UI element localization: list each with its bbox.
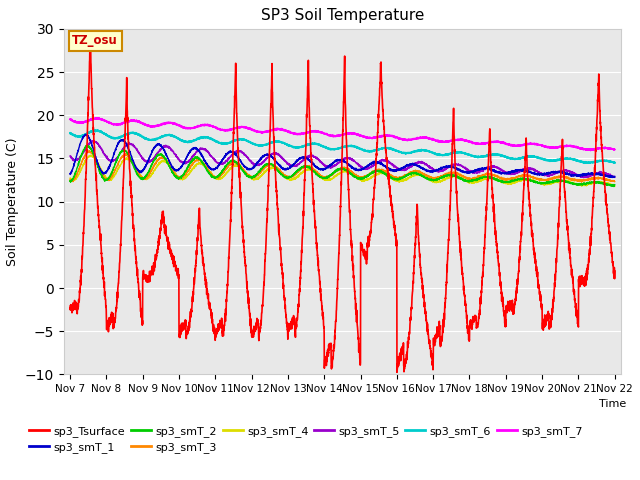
sp3_smT_3 [607,179,614,184]
sp3_smT_4 [87,152,95,158]
sp3_smT_2 [83,143,91,148]
sp3_smT_5 [611,174,619,180]
sp3_smT_4 [66,175,74,181]
sp3_smT_5 [66,153,74,159]
sp3_smT_1 [66,171,74,177]
sp3_smT_3 [578,179,586,185]
sp3_smT_6 [374,146,382,152]
sp3_smT_3 [374,167,382,172]
sp3_smT_6 [94,127,102,133]
sp3_Tsurface [611,268,619,274]
sp3_smT_1 [611,174,619,180]
sp3_smT_7 [66,117,74,122]
sp3_smT_2 [610,184,618,190]
sp3_smT_5 [329,164,337,169]
sp3_Tsurface [86,32,94,37]
sp3_Tsurface [66,305,74,311]
Title: SP3 Soil Temperature: SP3 Soil Temperature [260,9,424,24]
sp3_smT_7 [329,132,337,138]
sp3_smT_6 [314,141,321,147]
sp3_smT_3 [329,172,337,178]
sp3_smT_3 [496,175,504,181]
sp3_smT_7 [607,145,614,151]
sp3_smT_7 [374,134,382,140]
sp3_smT_2 [329,170,337,176]
sp3_smT_4 [496,178,504,183]
sp3_smT_2 [66,178,74,184]
sp3_smT_4 [607,181,614,187]
Y-axis label: Soil Temperature (C): Soil Temperature (C) [6,137,19,266]
sp3_smT_3 [85,148,93,154]
sp3_smT_7 [92,115,100,121]
sp3_smT_2 [611,182,619,188]
sp3_smT_4 [610,183,618,189]
sp3_Tsurface [329,355,337,360]
sp3_smT_2 [496,178,504,184]
sp3_smT_3 [302,164,310,169]
sp3_smT_6 [496,152,504,157]
sp3_smT_5 [314,156,321,162]
sp3_Tsurface [374,111,382,117]
Line: sp3_Tsurface: sp3_Tsurface [70,35,615,372]
sp3_smT_5 [374,160,382,166]
sp3_smT_3 [314,169,321,175]
Line: sp3_smT_3: sp3_smT_3 [70,151,615,182]
sp3_smT_4 [314,171,321,177]
sp3_smT_7 [496,140,504,145]
sp3_Tsurface [302,147,310,153]
sp3_smT_1 [609,175,616,180]
sp3_smT_6 [581,160,589,166]
Text: TZ_osu: TZ_osu [72,35,118,48]
sp3_smT_4 [374,170,382,176]
Line: sp3_smT_1: sp3_smT_1 [70,134,615,178]
sp3_smT_1 [329,160,337,166]
sp3_smT_4 [329,175,337,181]
sp3_smT_1 [607,173,614,179]
sp3_smT_1 [82,132,90,137]
sp3_smT_1 [496,169,504,175]
sp3_Tsurface [393,370,401,375]
sp3_smT_2 [374,168,382,174]
sp3_smT_7 [302,130,310,136]
sp3_smT_6 [302,143,310,148]
sp3_smT_7 [587,147,595,153]
sp3_Tsurface [314,257,321,263]
Line: sp3_smT_2: sp3_smT_2 [70,145,615,187]
sp3_smT_5 [302,156,310,161]
Text: Time: Time [599,398,627,408]
sp3_smT_4 [302,167,310,172]
sp3_smT_4 [611,183,619,189]
sp3_smT_6 [611,160,619,166]
Line: sp3_smT_4: sp3_smT_4 [70,155,615,186]
Line: sp3_smT_7: sp3_smT_7 [70,118,615,150]
sp3_smT_7 [314,129,321,134]
sp3_smT_1 [374,160,382,166]
sp3_smT_2 [607,182,614,188]
sp3_smT_7 [611,147,619,153]
sp3_smT_3 [611,179,619,184]
Line: sp3_smT_5: sp3_smT_5 [70,141,615,178]
sp3_smT_6 [607,158,614,164]
Legend: sp3_Tsurface, sp3_smT_1, sp3_smT_2, sp3_smT_3, sp3_smT_4, sp3_smT_5, sp3_smT_6, : sp3_Tsurface, sp3_smT_1, sp3_smT_2, sp3_… [25,421,588,458]
sp3_smT_1 [302,156,310,161]
sp3_smT_6 [66,131,74,136]
sp3_smT_5 [90,138,97,144]
sp3_smT_1 [314,165,321,171]
sp3_Tsurface [496,277,504,283]
sp3_smT_2 [302,163,310,169]
sp3_smT_5 [496,167,504,173]
sp3_smT_5 [607,172,614,178]
sp3_Tsurface [607,240,614,246]
sp3_smT_2 [314,171,321,177]
Line: sp3_smT_6: sp3_smT_6 [70,130,615,163]
sp3_smT_6 [329,146,337,152]
sp3_smT_3 [66,177,74,183]
sp3_smT_5 [580,175,588,180]
